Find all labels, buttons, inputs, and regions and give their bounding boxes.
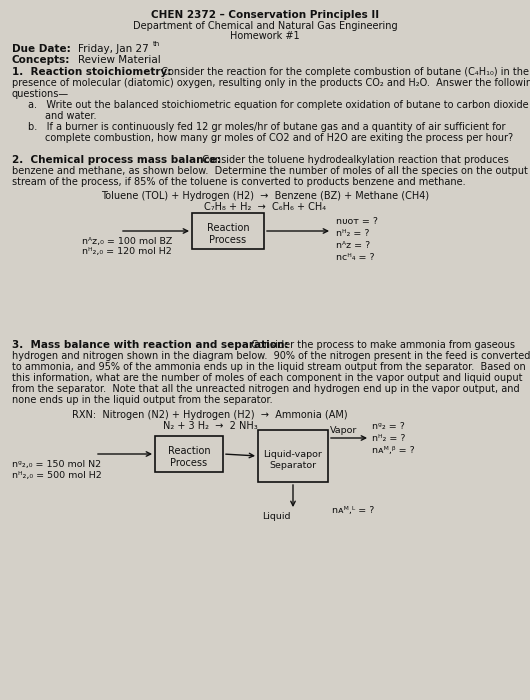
Text: Separator: Separator xyxy=(269,461,316,470)
Text: and water.: and water. xyxy=(45,111,96,121)
Text: N₂ + 3 H₂  →  2 NH₃: N₂ + 3 H₂ → 2 NH₃ xyxy=(163,421,258,431)
Text: nᴴ₂ = ?: nᴴ₂ = ? xyxy=(372,434,405,443)
Text: nᴄᴴ₄ = ?: nᴄᴴ₄ = ? xyxy=(336,253,375,262)
Bar xyxy=(192,213,264,249)
Text: Concepts:: Concepts: xyxy=(12,55,70,65)
Text: Process: Process xyxy=(171,458,208,468)
Text: stream of the process, if 85% of the toluene is converted to products benzene an: stream of the process, if 85% of the tol… xyxy=(12,177,466,187)
Text: presence of molecular (diatomic) oxygen, resulting only in the products CO₂ and : presence of molecular (diatomic) oxygen,… xyxy=(12,78,530,88)
Text: questions—: questions— xyxy=(12,89,69,99)
Text: to ammonia, and 95% of the ammonia ends up in the liquid stream output from the : to ammonia, and 95% of the ammonia ends … xyxy=(12,362,526,372)
Text: Vapor: Vapor xyxy=(330,426,357,435)
Text: from the separator.  Note that all the unreacted nitrogen and hydrogen end up in: from the separator. Note that all the un… xyxy=(12,384,519,394)
Text: Due Date:: Due Date: xyxy=(12,44,70,54)
Text: nᴀᴹ,ᵝ = ?: nᴀᴹ,ᵝ = ? xyxy=(372,446,415,455)
Text: nᴴ₂,₀ = 500 mol H2: nᴴ₂,₀ = 500 mol H2 xyxy=(12,471,102,480)
Text: nᴜᴏᴛ = ?: nᴜᴏᴛ = ? xyxy=(336,217,378,226)
Text: nᴀᴹ,ᴸ = ?: nᴀᴹ,ᴸ = ? xyxy=(332,506,374,515)
Text: nᴴ₂ = ?: nᴴ₂ = ? xyxy=(336,229,369,238)
Text: Liquid: Liquid xyxy=(262,512,290,521)
Text: CHEN 2372 – Conservation Principles II: CHEN 2372 – Conservation Principles II xyxy=(151,10,379,20)
Text: Friday, Jan 27: Friday, Jan 27 xyxy=(78,44,149,54)
Text: 1.  Reaction stoichiometry:: 1. Reaction stoichiometry: xyxy=(12,67,171,77)
Text: complete combustion, how many gr moles of CO2 and of H2O are exiting the process: complete combustion, how many gr moles o… xyxy=(45,133,513,143)
Text: Review Material: Review Material xyxy=(78,55,161,65)
Text: nᴬᴢ,₀ = 100 mol BZ: nᴬᴢ,₀ = 100 mol BZ xyxy=(82,237,172,246)
Text: th: th xyxy=(153,41,160,47)
Text: nᴬᴢ = ?: nᴬᴢ = ? xyxy=(336,241,370,250)
Text: C₇H₈ + H₂  →  C₆H₆ + CH₄: C₇H₈ + H₂ → C₆H₆ + CH₄ xyxy=(204,202,326,212)
Bar xyxy=(258,430,328,482)
Text: Toluene (TOL) + Hydrogen (H2)  →  Benzene (BZ) + Methane (CH4): Toluene (TOL) + Hydrogen (H2) → Benzene … xyxy=(101,191,429,201)
Text: Consider the reaction for the complete combustion of butane (C₄H₁₀) in the: Consider the reaction for the complete c… xyxy=(155,67,529,77)
Text: nᵍ₂ = ?: nᵍ₂ = ? xyxy=(372,422,405,431)
Text: b.   If a burner is continuously fed 12 gr moles/hr of butane gas and a quantity: b. If a burner is continuously fed 12 gr… xyxy=(28,122,506,132)
Text: RXN:  Nitrogen (N2) + Hydrogen (H2)  →  Ammonia (AM): RXN: Nitrogen (N2) + Hydrogen (H2) → Amm… xyxy=(72,410,348,420)
Text: 3.  Mass balance with reaction and separation:: 3. Mass balance with reaction and separa… xyxy=(12,340,288,350)
Text: none ends up in the liquid output from the separator.: none ends up in the liquid output from t… xyxy=(12,395,272,405)
Text: nᵍ₂,₀ = 150 mol N2: nᵍ₂,₀ = 150 mol N2 xyxy=(12,460,101,469)
Text: Liquid-vapor: Liquid-vapor xyxy=(263,450,322,459)
Text: nᴴ₂,₀ = 120 mol H2: nᴴ₂,₀ = 120 mol H2 xyxy=(82,247,172,256)
Bar xyxy=(155,436,223,472)
Text: Reaction: Reaction xyxy=(207,223,249,233)
Text: Process: Process xyxy=(209,235,246,245)
Text: this information, what are the number of moles of each component in the vapor ou: this information, what are the number of… xyxy=(12,373,523,383)
Text: hydrogen and nitrogen shown in the diagram below.  90% of the nitrogen present i: hydrogen and nitrogen shown in the diagr… xyxy=(12,351,530,361)
Text: 2.  Chemical process mass balance:: 2. Chemical process mass balance: xyxy=(12,155,221,165)
Text: a.   Write out the balanced stoichiometric equation for complete oxidation of bu: a. Write out the balanced stoichiometric… xyxy=(28,100,528,110)
Text: Consider the process to make ammonia from gaseous: Consider the process to make ammonia fro… xyxy=(245,340,515,350)
Text: Department of Chemical and Natural Gas Engineering: Department of Chemical and Natural Gas E… xyxy=(132,21,398,31)
Text: Consider the toluene hydrodealkylation reaction that produces: Consider the toluene hydrodealkylation r… xyxy=(196,155,509,165)
Text: Reaction: Reaction xyxy=(167,446,210,456)
Text: Homework #1: Homework #1 xyxy=(230,31,300,41)
Text: benzene and methane, as shown below.  Determine the number of moles of all the s: benzene and methane, as shown below. Det… xyxy=(12,166,528,176)
